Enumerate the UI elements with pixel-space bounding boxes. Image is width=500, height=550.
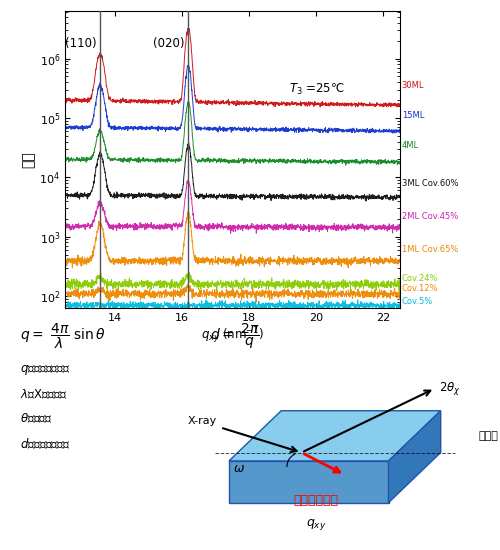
Text: Cov.12%: Cov.12% <box>402 284 438 293</box>
Text: 検出器: 検出器 <box>478 431 498 441</box>
Text: 3ML Cov.60%: 3ML Cov.60% <box>402 179 458 188</box>
Polygon shape <box>229 461 388 503</box>
X-axis label: $q_{xy}$ (nm$^{-1}$): $q_{xy}$ (nm$^{-1}$) <box>201 326 264 346</box>
Text: 4ML: 4ML <box>402 140 419 150</box>
Text: $\omega$: $\omega$ <box>234 463 245 475</box>
Text: $\theta$：散乱角: $\theta$：散乱角 <box>20 412 53 426</box>
Text: X-ray: X-ray <box>188 416 218 426</box>
Text: 30ML: 30ML <box>402 81 424 90</box>
Text: $d=\ \dfrac{2\pi}{q}$: $d=\ \dfrac{2\pi}{q}$ <box>210 322 260 351</box>
Text: Cov.5%: Cov.5% <box>402 298 433 306</box>
Text: $T_3$ =25℃: $T_3$ =25℃ <box>290 82 345 97</box>
Text: (110): (110) <box>65 37 97 50</box>
Text: $2\theta_\chi$: $2\theta_\chi$ <box>440 380 461 397</box>
Text: 15ML: 15ML <box>402 111 424 120</box>
Text: $d$：格子面間距離: $d$：格子面間距離 <box>20 437 71 452</box>
Text: Cov.24%: Cov.24% <box>402 274 438 283</box>
Text: (020): (020) <box>154 37 185 50</box>
Text: $q$：散乱ベクトル: $q$：散乱ベクトル <box>20 363 71 377</box>
Polygon shape <box>229 411 440 461</box>
Polygon shape <box>388 411 440 503</box>
Text: $\lambda$：X線の波長: $\lambda$：X線の波長 <box>20 388 67 401</box>
Text: 散乱ベクトル: 散乱ベクトル <box>294 494 339 507</box>
Text: $q=\ \dfrac{4\pi}{\lambda}\ \sin\theta$: $q=\ \dfrac{4\pi}{\lambda}\ \sin\theta$ <box>20 322 106 351</box>
Y-axis label: 強度: 強度 <box>21 151 35 168</box>
Text: 2ML Cov.45%: 2ML Cov.45% <box>402 212 458 221</box>
Text: 1ML Cov.65%: 1ML Cov.65% <box>402 245 458 255</box>
Text: $q_{xy}$: $q_{xy}$ <box>306 516 326 532</box>
